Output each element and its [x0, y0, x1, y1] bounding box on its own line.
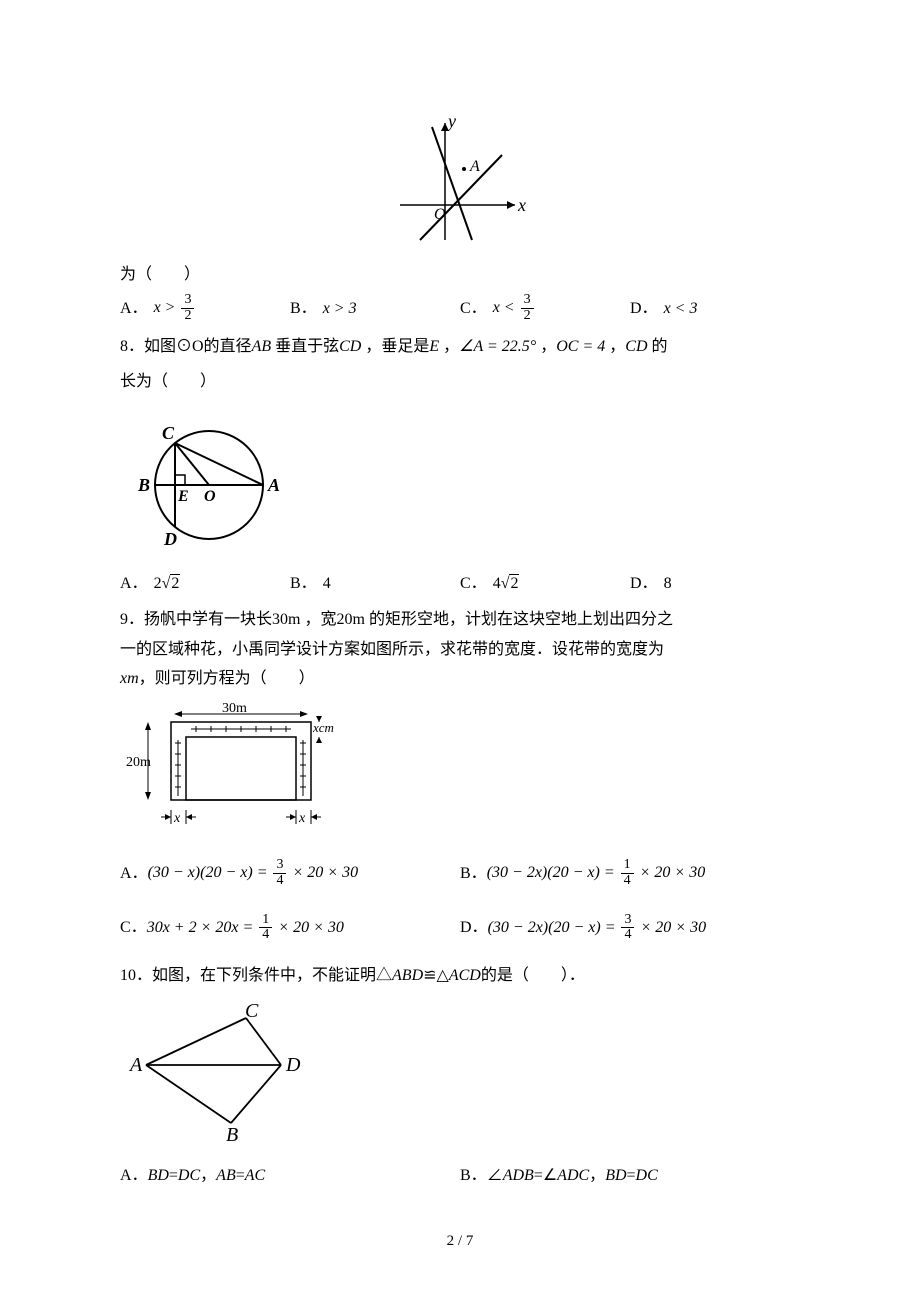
q9-text2: 一的区域种花，小禹同学设计方案如图所示，求花带的宽度．设花带的宽度为	[120, 637, 800, 663]
svg-text:B: B	[226, 1124, 238, 1143]
q10-opt-A: A． BD=DC， AB=AC	[120, 1159, 460, 1193]
svg-text:30m: 30m	[222, 702, 247, 716]
q9-text: 9．扬帆中学有一块长30m ，宽20m 的矩形空地，计划在这块空地上划出四分之	[120, 607, 800, 633]
q9-opt-D: D． (30 − 2x)(20 − x) = 34 × 20 × 30	[460, 901, 800, 955]
svg-text:A: A	[469, 158, 480, 175]
svg-text:y: y	[446, 115, 456, 131]
q9-opt-B: B． (30 − 2x)(20 − x) = 14 × 20 × 30	[460, 846, 800, 900]
figure-triangles: A C D B	[126, 1003, 800, 1152]
q9-opt-A: A． (30 − x)(20 − x) = 34 × 20 × 30	[120, 846, 460, 900]
svg-text:x: x	[298, 811, 306, 826]
svg-text:20m: 20m	[126, 755, 151, 770]
q10-options: A． BD=DC， AB=AC B．∠ ADB=∠ADC， BD=DC	[120, 1159, 800, 1193]
svg-text:O: O	[434, 206, 446, 223]
q10-text: 10．如图，在下列条件中，不能证明△ABD≌△ACD的是（ ）．	[120, 963, 800, 989]
svg-text:D: D	[163, 529, 177, 549]
q7-opt-D: D．x < 3	[630, 291, 800, 325]
figure-axes: y x O A	[120, 115, 800, 254]
q7-options: A．x > 32 B．x > 3 C．x < 32 D．x < 3	[120, 291, 800, 325]
svg-text:C: C	[245, 1003, 259, 1022]
page-number: 2 / 7	[120, 1229, 800, 1253]
q10-opt-B: B．∠ ADB=∠ADC， BD=DC	[460, 1159, 800, 1193]
q7-opt-B: B．x > 3	[290, 291, 460, 325]
q8-opt-A: A．22	[120, 569, 290, 599]
figure-rect: 30m 20m x x xcm	[126, 702, 800, 841]
axes-svg: y x O A	[390, 115, 530, 245]
svg-text:D: D	[285, 1054, 301, 1076]
svg-text:E: E	[177, 488, 189, 505]
q8-text2: 长为（ ）	[120, 369, 800, 395]
svg-text:A: A	[128, 1054, 143, 1076]
q9-options: A． (30 − x)(20 − x) = 34 × 20 × 30 B． (3…	[120, 846, 800, 955]
q7-opt-A: A．x > 32	[120, 291, 290, 325]
q7-tail: 为（ ）	[120, 262, 800, 288]
svg-text:C: C	[162, 423, 175, 443]
q9-text3: xm，则可列方程为（ ）	[120, 666, 800, 692]
svg-text:x: x	[517, 195, 526, 215]
svg-text:O: O	[204, 488, 216, 505]
svg-text:A: A	[267, 475, 280, 495]
q8-opt-B: B．4	[290, 569, 460, 599]
q8-options: A．22 B．4 C．42 D．8	[120, 569, 800, 599]
q9-opt-C: C． 30x + 2 × 20x = 14 × 20 × 30	[120, 901, 460, 955]
q8-opt-D: D．8	[630, 569, 800, 599]
figure-circle: C B E O A D	[124, 413, 800, 562]
svg-text:B: B	[137, 475, 150, 495]
svg-text:xcm: xcm	[312, 720, 334, 735]
svg-text:x: x	[173, 811, 181, 826]
q8-opt-C: C．42	[460, 569, 630, 599]
q8-text: 8．如图⊙O的直径AB 垂直于弦CD ，垂足是E ，∠A = 22.5° ，OC…	[120, 334, 800, 360]
q7-opt-C: C．x < 32	[460, 291, 630, 325]
